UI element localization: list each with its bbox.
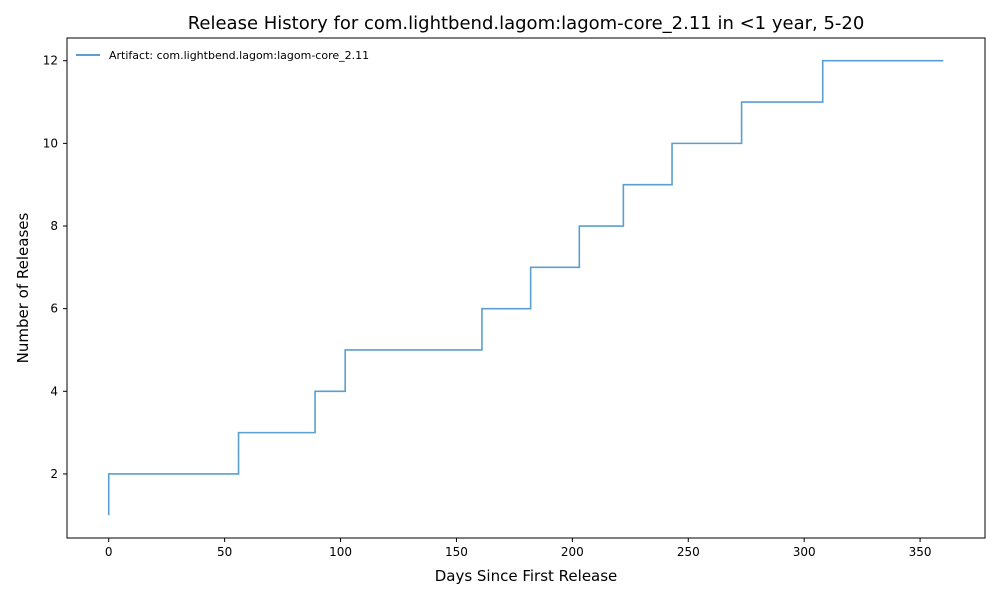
- x-tick-label: 350: [909, 545, 932, 559]
- x-axis-ticks: 0 50 100 150 200 250 300 350: [105, 538, 932, 559]
- x-tick-label: 150: [445, 545, 468, 559]
- y-tick-label: 10: [43, 136, 58, 150]
- x-axis-label: Days Since First Release: [435, 567, 618, 585]
- x-tick-label: 100: [329, 545, 352, 559]
- y-tick-label: 2: [50, 467, 58, 481]
- x-tick-label: 0: [105, 545, 113, 559]
- legend-entry-label: Artifact: com.lightbend.lagom:lagom-core…: [109, 49, 369, 62]
- chart-title: Release History for com.lightbend.lagom:…: [188, 13, 865, 34]
- x-tick-label: 300: [793, 545, 816, 559]
- y-tick-label: 12: [43, 54, 58, 68]
- y-axis-label: Number of Releases: [14, 212, 32, 363]
- legend: Artifact: com.lightbend.lagom:lagom-core…: [76, 49, 369, 62]
- series-line-0: [107, 59, 944, 516]
- x-tick-label: 250: [677, 545, 700, 559]
- y-tick-label: 6: [50, 302, 58, 316]
- y-axis-ticks: 2 4 6 8 10 12: [43, 54, 67, 481]
- plot-area-frame: [66, 37, 986, 539]
- y-tick-label: 4: [50, 384, 58, 398]
- x-tick-label: 50: [217, 545, 232, 559]
- y-tick-label: 8: [50, 219, 58, 233]
- series-layer: [107, 59, 944, 516]
- x-tick-label: 200: [561, 545, 584, 559]
